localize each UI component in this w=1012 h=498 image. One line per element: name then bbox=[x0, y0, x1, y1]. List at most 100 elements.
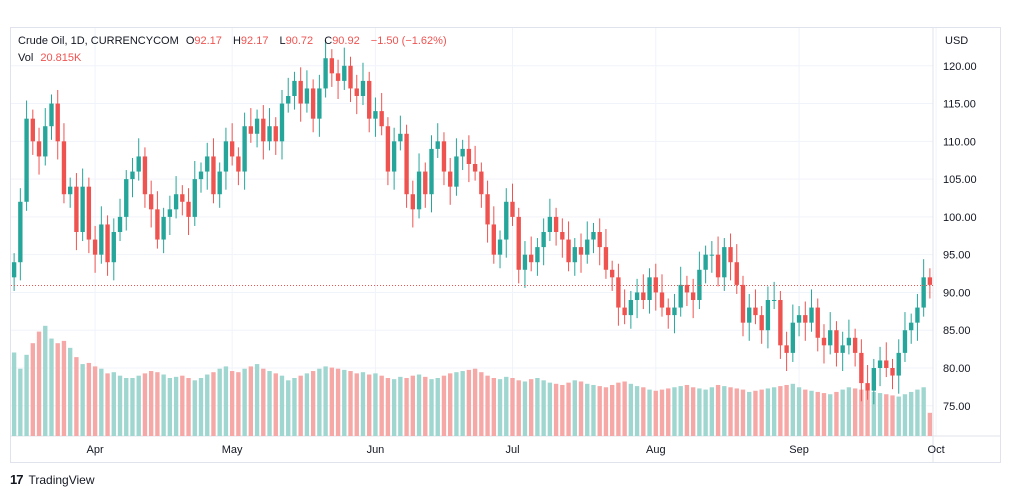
candle-body[interactable] bbox=[884, 360, 889, 368]
candle-body[interactable] bbox=[323, 58, 328, 89]
candle-body[interactable] bbox=[354, 88, 359, 96]
candle-body[interactable] bbox=[591, 232, 596, 240]
candle-body[interactable] bbox=[585, 239, 590, 255]
candle-body[interactable] bbox=[497, 239, 503, 255]
candle-body[interactable] bbox=[192, 179, 197, 217]
candle-body[interactable] bbox=[504, 201, 509, 240]
candle-body[interactable] bbox=[909, 322, 914, 331]
candle-body[interactable] bbox=[223, 141, 229, 172]
candle-body[interactable] bbox=[597, 232, 602, 248]
candle-body[interactable] bbox=[130, 171, 135, 180]
candle-body[interactable] bbox=[74, 186, 79, 232]
candle-body[interactable] bbox=[734, 262, 739, 285]
candle-body[interactable] bbox=[510, 201, 515, 217]
candle-body[interactable] bbox=[653, 277, 658, 293]
candle-body[interactable] bbox=[722, 247, 727, 278]
candle-body[interactable] bbox=[840, 345, 845, 353]
candle-body[interactable] bbox=[86, 186, 92, 240]
candle-body[interactable] bbox=[927, 277, 933, 285]
candle-body[interactable] bbox=[703, 254, 708, 270]
candle-body[interactable] bbox=[304, 88, 310, 104]
candle-body[interactable] bbox=[454, 156, 459, 187]
candle-body[interactable] bbox=[61, 141, 67, 195]
candle-body[interactable] bbox=[148, 194, 154, 210]
candle-body[interactable] bbox=[796, 315, 802, 323]
candle-body[interactable] bbox=[828, 330, 833, 346]
candle-body[interactable] bbox=[771, 300, 777, 301]
candle-body[interactable] bbox=[466, 148, 472, 164]
candle-body[interactable] bbox=[161, 216, 166, 240]
candle-body[interactable] bbox=[43, 126, 48, 157]
candle-body[interactable] bbox=[55, 103, 60, 142]
candle-body[interactable] bbox=[747, 307, 752, 323]
candle-body[interactable] bbox=[479, 171, 484, 195]
candle-body[interactable] bbox=[329, 58, 335, 74]
candle-body[interactable] bbox=[852, 337, 858, 353]
candle-body[interactable] bbox=[609, 269, 615, 278]
candle-body[interactable] bbox=[678, 284, 683, 308]
candle-body[interactable] bbox=[529, 254, 534, 263]
candle-body[interactable] bbox=[659, 292, 665, 308]
candle-body[interactable] bbox=[803, 315, 808, 323]
candle-body[interactable] bbox=[198, 171, 204, 180]
candle-body[interactable] bbox=[871, 368, 876, 391]
candle-body[interactable] bbox=[180, 194, 185, 202]
candle-body[interactable] bbox=[242, 126, 247, 172]
candle-body[interactable] bbox=[572, 247, 577, 263]
candle-body[interactable] bbox=[535, 247, 540, 263]
candle-body[interactable] bbox=[367, 80, 372, 119]
candle-body[interactable] bbox=[236, 156, 241, 172]
candle-body[interactable] bbox=[261, 118, 266, 142]
candle-body[interactable] bbox=[435, 141, 440, 149]
candle-body[interactable] bbox=[628, 300, 634, 316]
candle-body[interactable] bbox=[921, 277, 926, 308]
candle-body[interactable] bbox=[92, 239, 98, 255]
candle-body[interactable] bbox=[516, 216, 521, 270]
candle-body[interactable] bbox=[753, 307, 758, 316]
candle-body[interactable] bbox=[49, 103, 54, 127]
candle-body[interactable] bbox=[173, 194, 179, 210]
candle-body[interactable] bbox=[690, 292, 696, 300]
candle-body[interactable] bbox=[790, 322, 796, 353]
symbol-name[interactable]: Crude Oil, 1D, CURRENCYCOM bbox=[18, 35, 179, 47]
candle-body[interactable] bbox=[248, 126, 254, 134]
candle-body[interactable] bbox=[915, 307, 920, 323]
candle-body[interactable] bbox=[136, 156, 141, 172]
candle-body[interactable] bbox=[578, 247, 584, 255]
candle-body[interactable] bbox=[472, 164, 478, 172]
candle-body[interactable] bbox=[229, 141, 235, 157]
candle-body[interactable] bbox=[404, 133, 409, 195]
candle-body[interactable] bbox=[834, 330, 839, 353]
candle-body[interactable] bbox=[11, 262, 17, 278]
candle-body[interactable] bbox=[205, 156, 210, 172]
candle-body[interactable] bbox=[697, 269, 702, 300]
candle-body[interactable] bbox=[36, 141, 42, 157]
candle-body[interactable] bbox=[809, 307, 814, 323]
candle-body[interactable] bbox=[560, 232, 565, 240]
candle-body[interactable] bbox=[441, 141, 447, 172]
candle-body[interactable] bbox=[902, 330, 908, 353]
candle-body[interactable] bbox=[429, 148, 434, 195]
candle-body[interactable] bbox=[778, 300, 783, 346]
candle-body[interactable] bbox=[715, 254, 721, 278]
candle-body[interactable] bbox=[111, 232, 116, 263]
candle-body[interactable] bbox=[273, 126, 278, 142]
candle-body[interactable] bbox=[846, 337, 852, 346]
candle-body[interactable] bbox=[410, 194, 415, 210]
candle-body[interactable] bbox=[647, 277, 652, 300]
candle-body[interactable] bbox=[566, 239, 571, 263]
candle-body[interactable] bbox=[99, 224, 104, 255]
candle-body[interactable] bbox=[80, 186, 85, 232]
candle-body[interactable] bbox=[155, 209, 160, 240]
candle-body[interactable] bbox=[379, 111, 384, 127]
candle-body[interactable] bbox=[167, 209, 173, 217]
candle-body[interactable] bbox=[385, 126, 391, 172]
candle-body[interactable] bbox=[709, 254, 715, 256]
candle-body[interactable] bbox=[348, 65, 353, 89]
candle-body[interactable] bbox=[398, 133, 403, 142]
candle-body[interactable] bbox=[416, 171, 422, 210]
candle-body[interactable] bbox=[859, 352, 864, 384]
candle-body[interactable] bbox=[279, 103, 285, 142]
candle-body[interactable] bbox=[335, 73, 341, 81]
